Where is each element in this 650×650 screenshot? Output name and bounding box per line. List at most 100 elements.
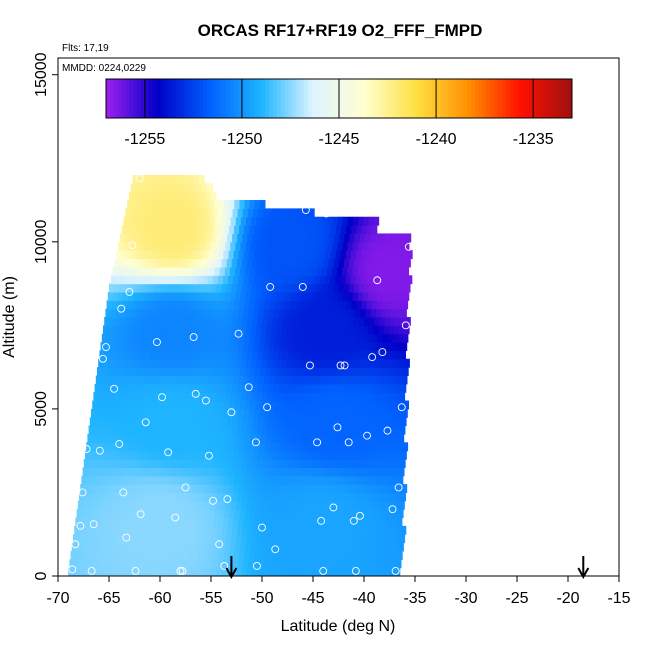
field-cell bbox=[328, 317, 335, 326]
field-cell bbox=[352, 509, 358, 519]
field-cell bbox=[232, 350, 238, 360]
field-cell bbox=[284, 517, 291, 527]
field-cell bbox=[132, 300, 138, 310]
field-cell bbox=[143, 542, 149, 552]
field-cell bbox=[329, 525, 335, 535]
field-cell bbox=[152, 475, 159, 485]
field-cell bbox=[389, 392, 395, 402]
field-cell bbox=[345, 517, 352, 527]
field-cell bbox=[196, 492, 202, 502]
field-cell bbox=[234, 200, 241, 209]
field-cell bbox=[400, 459, 406, 468]
field-cell bbox=[134, 392, 140, 402]
field-cell bbox=[108, 325, 114, 335]
field-cell bbox=[258, 484, 265, 494]
field-cell bbox=[215, 467, 221, 477]
field-cell bbox=[353, 534, 360, 544]
field-cell bbox=[298, 383, 305, 393]
field-cell bbox=[306, 433, 313, 443]
colorbar-segment bbox=[420, 79, 425, 118]
field-cell bbox=[203, 408, 209, 418]
field-cell bbox=[83, 534, 89, 544]
field-cell bbox=[282, 392, 288, 402]
field-cell bbox=[268, 450, 275, 460]
field-cell bbox=[220, 467, 226, 477]
field-cell bbox=[291, 542, 297, 552]
field-cell bbox=[160, 317, 166, 326]
field-cell bbox=[402, 408, 408, 418]
field-cell bbox=[341, 367, 348, 377]
field-cell bbox=[272, 233, 279, 243]
field-cell bbox=[137, 367, 144, 377]
field-cell bbox=[342, 542, 348, 552]
field-cell bbox=[130, 350, 136, 360]
field-cell bbox=[147, 442, 154, 452]
field-cell bbox=[195, 191, 202, 201]
field-cell bbox=[255, 241, 262, 251]
observation-point bbox=[86, 384, 95, 393]
field-cell bbox=[364, 350, 371, 360]
field-cell bbox=[105, 342, 112, 352]
field-cell bbox=[193, 367, 200, 377]
field-cell bbox=[145, 383, 152, 393]
field-cell bbox=[274, 250, 281, 260]
field-cell bbox=[144, 500, 150, 510]
field-cell bbox=[205, 358, 211, 368]
field-cell bbox=[387, 333, 394, 343]
field-cell bbox=[196, 317, 202, 326]
field-cell bbox=[146, 183, 152, 193]
field-cell bbox=[349, 233, 356, 243]
field-cell bbox=[296, 467, 303, 477]
field-cell bbox=[297, 392, 304, 402]
field-cell bbox=[121, 342, 127, 352]
field-cell bbox=[396, 375, 403, 385]
field-cell bbox=[189, 325, 196, 335]
field-cell bbox=[165, 233, 172, 243]
field-cell bbox=[271, 500, 278, 510]
field-cell bbox=[158, 400, 165, 410]
field-cell bbox=[406, 275, 413, 285]
field-cell bbox=[220, 392, 227, 402]
field-cell bbox=[221, 233, 228, 243]
field-cell bbox=[347, 400, 353, 410]
field-cell bbox=[325, 225, 332, 235]
field-cell bbox=[292, 258, 299, 268]
field-cell bbox=[216, 492, 223, 502]
field-cell bbox=[401, 450, 407, 460]
field-cell bbox=[137, 225, 143, 235]
field-cell bbox=[385, 525, 391, 535]
field-cell bbox=[329, 559, 336, 569]
field-cell bbox=[140, 383, 147, 393]
field-cell bbox=[212, 208, 218, 218]
field-cell bbox=[200, 425, 207, 435]
colorbar-segment bbox=[222, 79, 227, 118]
field-cell bbox=[228, 275, 234, 285]
field-cell bbox=[323, 459, 330, 468]
field-cell bbox=[291, 325, 298, 335]
field-cell bbox=[284, 342, 290, 352]
field-cell bbox=[322, 358, 329, 368]
field-cell bbox=[190, 191, 196, 201]
field-cell bbox=[394, 283, 401, 293]
colorbar-segment bbox=[292, 79, 297, 118]
field-cell bbox=[225, 467, 232, 477]
field-cell bbox=[341, 475, 348, 485]
field-cell bbox=[190, 283, 197, 293]
field-cell bbox=[342, 325, 349, 335]
field-cell bbox=[190, 567, 197, 576]
field-cell bbox=[289, 484, 295, 494]
field-cell bbox=[332, 325, 339, 335]
field-cell bbox=[245, 325, 252, 335]
field-cell bbox=[200, 500, 206, 510]
field-cell bbox=[389, 534, 395, 544]
field-cell bbox=[157, 200, 164, 209]
field-cell bbox=[199, 433, 206, 443]
field-cell bbox=[252, 258, 258, 268]
field-cell bbox=[375, 417, 382, 427]
field-cell bbox=[311, 400, 318, 410]
field-cell bbox=[222, 450, 229, 460]
field-cell bbox=[294, 308, 300, 318]
field-cell bbox=[180, 425, 187, 435]
field-cell bbox=[165, 567, 171, 576]
field-cell bbox=[309, 450, 316, 460]
